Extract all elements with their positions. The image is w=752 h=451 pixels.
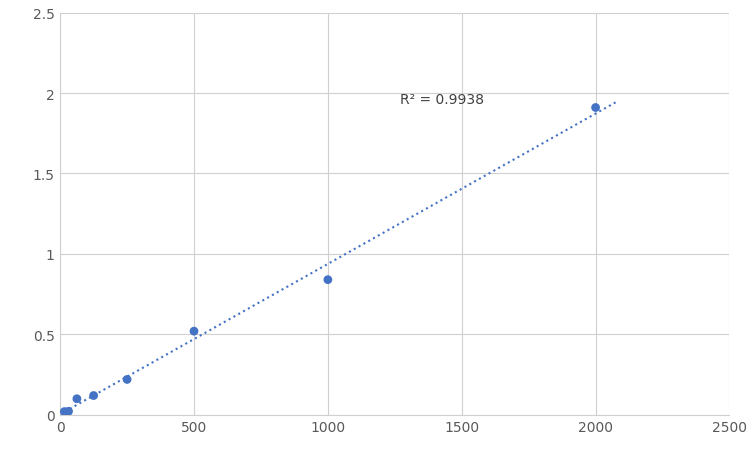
Point [121, 376, 133, 383]
Point [590, 105, 602, 112]
Point [62, 408, 74, 415]
Point [87, 392, 99, 399]
Point [59, 408, 71, 415]
Point [322, 276, 334, 284]
Point [71, 395, 83, 402]
Point [188, 328, 200, 335]
Text: R² = 0.9938: R² = 0.9938 [400, 92, 484, 106]
